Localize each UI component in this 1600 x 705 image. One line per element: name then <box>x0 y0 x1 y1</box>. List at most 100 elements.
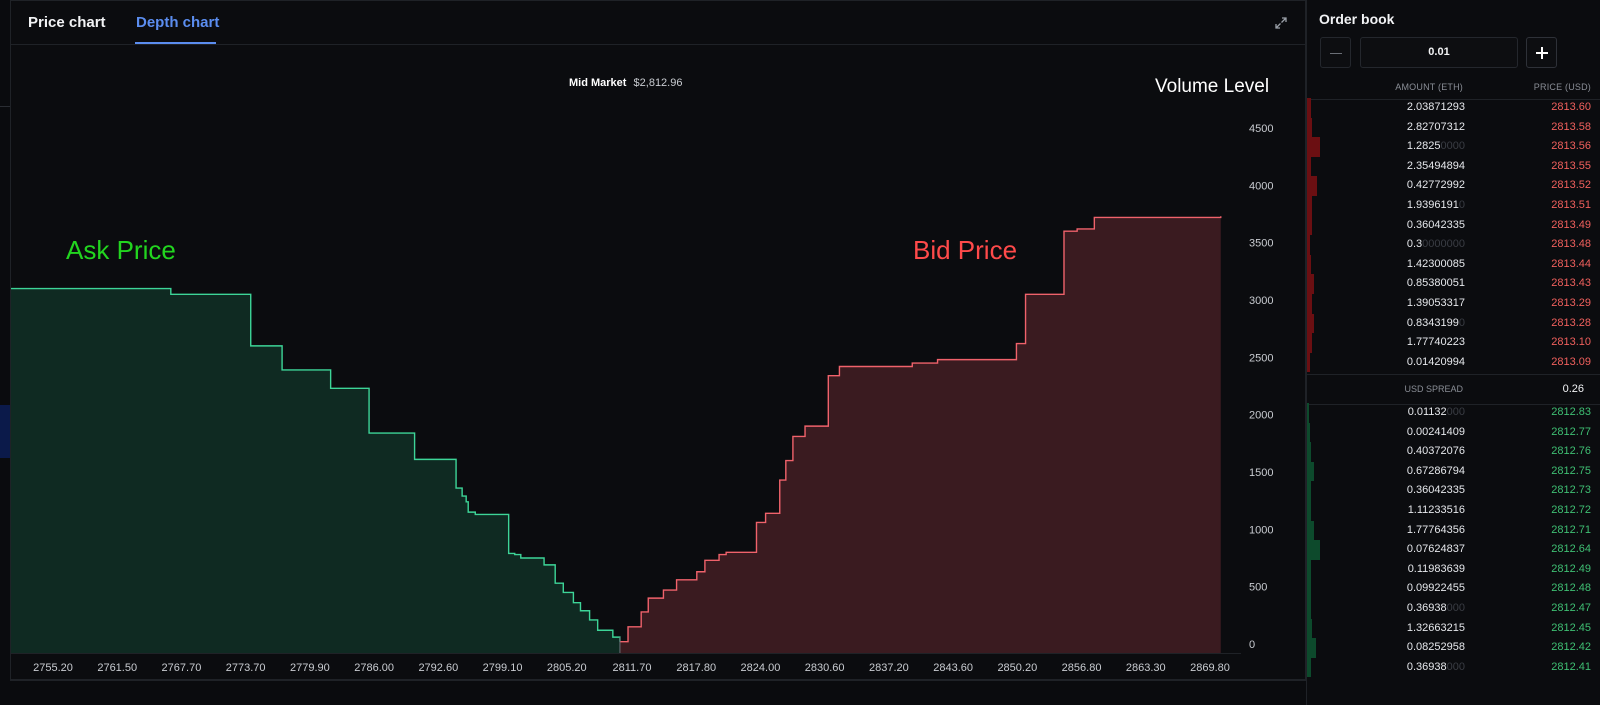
bid-row[interactable]: 0.09922455 2812.48 <box>1307 579 1600 599</box>
ask-amount: 1.39053317 <box>1406 297 1465 309</box>
x-tick-label: 2817.80 <box>676 662 716 674</box>
ask-depth-bar <box>1307 156 1311 177</box>
y-tick-label: 4000 <box>1249 180 1273 192</box>
bid-amount: 0.08252958 <box>1406 641 1465 654</box>
ask-price: 2813.55 <box>1551 159 1591 172</box>
x-tick-label: 2805.20 <box>547 662 587 674</box>
bid-row[interactable]: 1.32663215 2812.45 <box>1307 618 1600 639</box>
ask-row[interactable]: 1.28250000 2813.56 <box>1307 137 1600 157</box>
expand-icon[interactable] <box>1273 15 1289 31</box>
bid-row[interactable]: 0.67286794 2812.75 <box>1307 461 1600 482</box>
ask-depth-area <box>11 288 620 653</box>
bid-depth-bar <box>1307 501 1311 521</box>
bid-price: 2812.77 <box>1551 425 1591 438</box>
ask-amount-padding: 0000000 <box>1422 238 1465 251</box>
bid-row[interactable]: 0.36042335 2812.73 <box>1307 481 1600 501</box>
ask-depth-bar <box>1307 176 1317 196</box>
ask-depth-bar <box>1307 196 1312 216</box>
bid-row[interactable]: 0.40372076 2812.76 <box>1307 442 1600 462</box>
bid-price: 2812.73 <box>1551 484 1591 497</box>
ask-amount: 1.28250000 <box>1406 140 1465 153</box>
ask-row[interactable]: 0.01420994 2813.09 <box>1307 352 1600 373</box>
background-strip <box>0 0 10 705</box>
ask-price: 2813.09 <box>1551 355 1591 368</box>
bid-price: 2812.42 <box>1551 641 1591 654</box>
spread-value: 0.26 <box>1562 383 1584 395</box>
ask-row[interactable]: 0.83431990 2813.28 <box>1307 313 1600 334</box>
bid-row[interactable]: 0.08252958 2812.42 <box>1307 638 1600 658</box>
strip-highlight <box>0 405 10 458</box>
ask-amount-padding: 0 <box>1458 316 1465 329</box>
bid-price: 2812.48 <box>1551 582 1591 595</box>
bid-row[interactable]: 0.01132000 2812.83 <box>1307 403 1600 423</box>
volume-level-label: Volume Level <box>1155 76 1270 97</box>
ask-row[interactable]: 1.39053317 2813.29 <box>1307 294 1600 314</box>
bid-row[interactable]: 0.36938000 2812.47 <box>1307 599 1600 619</box>
header-divider <box>1307 99 1600 100</box>
ask-depth-bar <box>1307 254 1311 275</box>
bid-price-label: Bid Price <box>913 235 1018 265</box>
ask-depth-bar <box>1307 215 1312 236</box>
ask-amount: 0.36042335 <box>1406 218 1465 231</box>
x-tick-label: 2843.60 <box>933 662 973 674</box>
bid-amount-padding: 000 <box>1446 660 1465 673</box>
ask-depth-bar <box>1307 137 1320 157</box>
price-increment-field[interactable]: 0.01 <box>1360 37 1518 68</box>
bid-depth-bar <box>1307 638 1316 658</box>
amount-column-header: AMOUNT (ETH) <box>1395 82 1463 92</box>
increase-increment-button[interactable] <box>1526 37 1557 68</box>
ask-price: 2813.43 <box>1551 277 1591 290</box>
ask-row[interactable]: 2.82707312 2813.58 <box>1307 117 1600 138</box>
ask-depth-bar <box>1307 333 1312 353</box>
bid-row[interactable]: 0.00241409 2812.77 <box>1307 422 1600 443</box>
ask-depth-line <box>11 287 621 642</box>
x-tick-label: 2863.30 <box>1126 662 1166 674</box>
ask-row[interactable]: 2.35494894 2813.55 <box>1307 156 1600 177</box>
ask-amount: 0.01420994 <box>1406 355 1465 368</box>
x-tick-label: 2786.00 <box>354 662 394 674</box>
bid-price: 2812.71 <box>1551 523 1591 536</box>
bid-row[interactable]: 0.07624837 2812.64 <box>1307 540 1600 560</box>
bid-row[interactable]: 0.11983639 2812.49 <box>1307 559 1600 580</box>
ask-amount: 0.85380051 <box>1406 277 1465 290</box>
x-tick-label: 2779.90 <box>290 662 330 674</box>
ask-row[interactable]: 0.42772992 2813.52 <box>1307 176 1600 196</box>
bid-amount: 0.36938000 <box>1406 602 1465 614</box>
strip-divider <box>0 106 10 107</box>
bid-amount: 0.07624837 <box>1406 543 1465 556</box>
ask-row[interactable]: 1.77740223 2813.10 <box>1307 333 1600 353</box>
ask-row[interactable]: 0.85380051 2813.43 <box>1307 274 1600 294</box>
price-column-header: PRICE (USD) <box>1533 82 1591 92</box>
y-tick-label: 1000 <box>1249 524 1273 536</box>
bid-depth-bar <box>1307 422 1310 443</box>
bid-row[interactable]: 1.11233516 2812.72 <box>1307 501 1600 521</box>
spread-label: USD SPREAD <box>1404 384 1463 394</box>
bid-depth-bar <box>1307 403 1309 423</box>
ask-price: 2813.51 <box>1551 199 1591 211</box>
bid-amount: 0.00241409 <box>1406 425 1465 438</box>
bid-depth-area <box>619 216 1221 653</box>
x-tick-label: 2799.10 <box>483 662 523 674</box>
ask-row[interactable]: 2.03871293 2813.60 <box>1307 98 1600 118</box>
ask-amount: 0.83431990 <box>1406 316 1465 329</box>
y-tick-label: 0 <box>1249 639 1255 651</box>
bid-depth-bar <box>1307 442 1311 462</box>
bid-depth-bar <box>1307 481 1311 501</box>
ask-row[interactable]: 1.42300085 2813.44 <box>1307 254 1600 275</box>
bid-amount: 0.36042335 <box>1406 484 1465 497</box>
bid-row[interactable]: 1.77764356 2812.71 <box>1307 520 1600 541</box>
bid-row[interactable]: 0.36938000 2812.41 <box>1307 657 1600 678</box>
ask-row[interactable]: 0.36042335 2813.49 <box>1307 215 1600 236</box>
ask-row[interactable]: 1.93961910 2813.51 <box>1307 196 1600 216</box>
ask-row[interactable]: 0.30000000 2813.48 <box>1307 235 1600 255</box>
tab-price-chart[interactable]: Price chart <box>28 14 106 31</box>
ask-amount-padding: 0 <box>1458 199 1465 211</box>
bid-price: 2812.75 <box>1551 464 1591 477</box>
ask-amount: 1.93961910 <box>1406 199 1465 211</box>
bid-depth-bar <box>1307 657 1311 678</box>
decrease-increment-button[interactable] <box>1320 37 1351 68</box>
bid-amount-padding: 000 <box>1446 406 1465 418</box>
tab-depth-chart[interactable]: Depth chart <box>136 14 220 31</box>
bid-price: 2812.41 <box>1551 660 1591 673</box>
ask-depth-bar <box>1307 235 1310 255</box>
